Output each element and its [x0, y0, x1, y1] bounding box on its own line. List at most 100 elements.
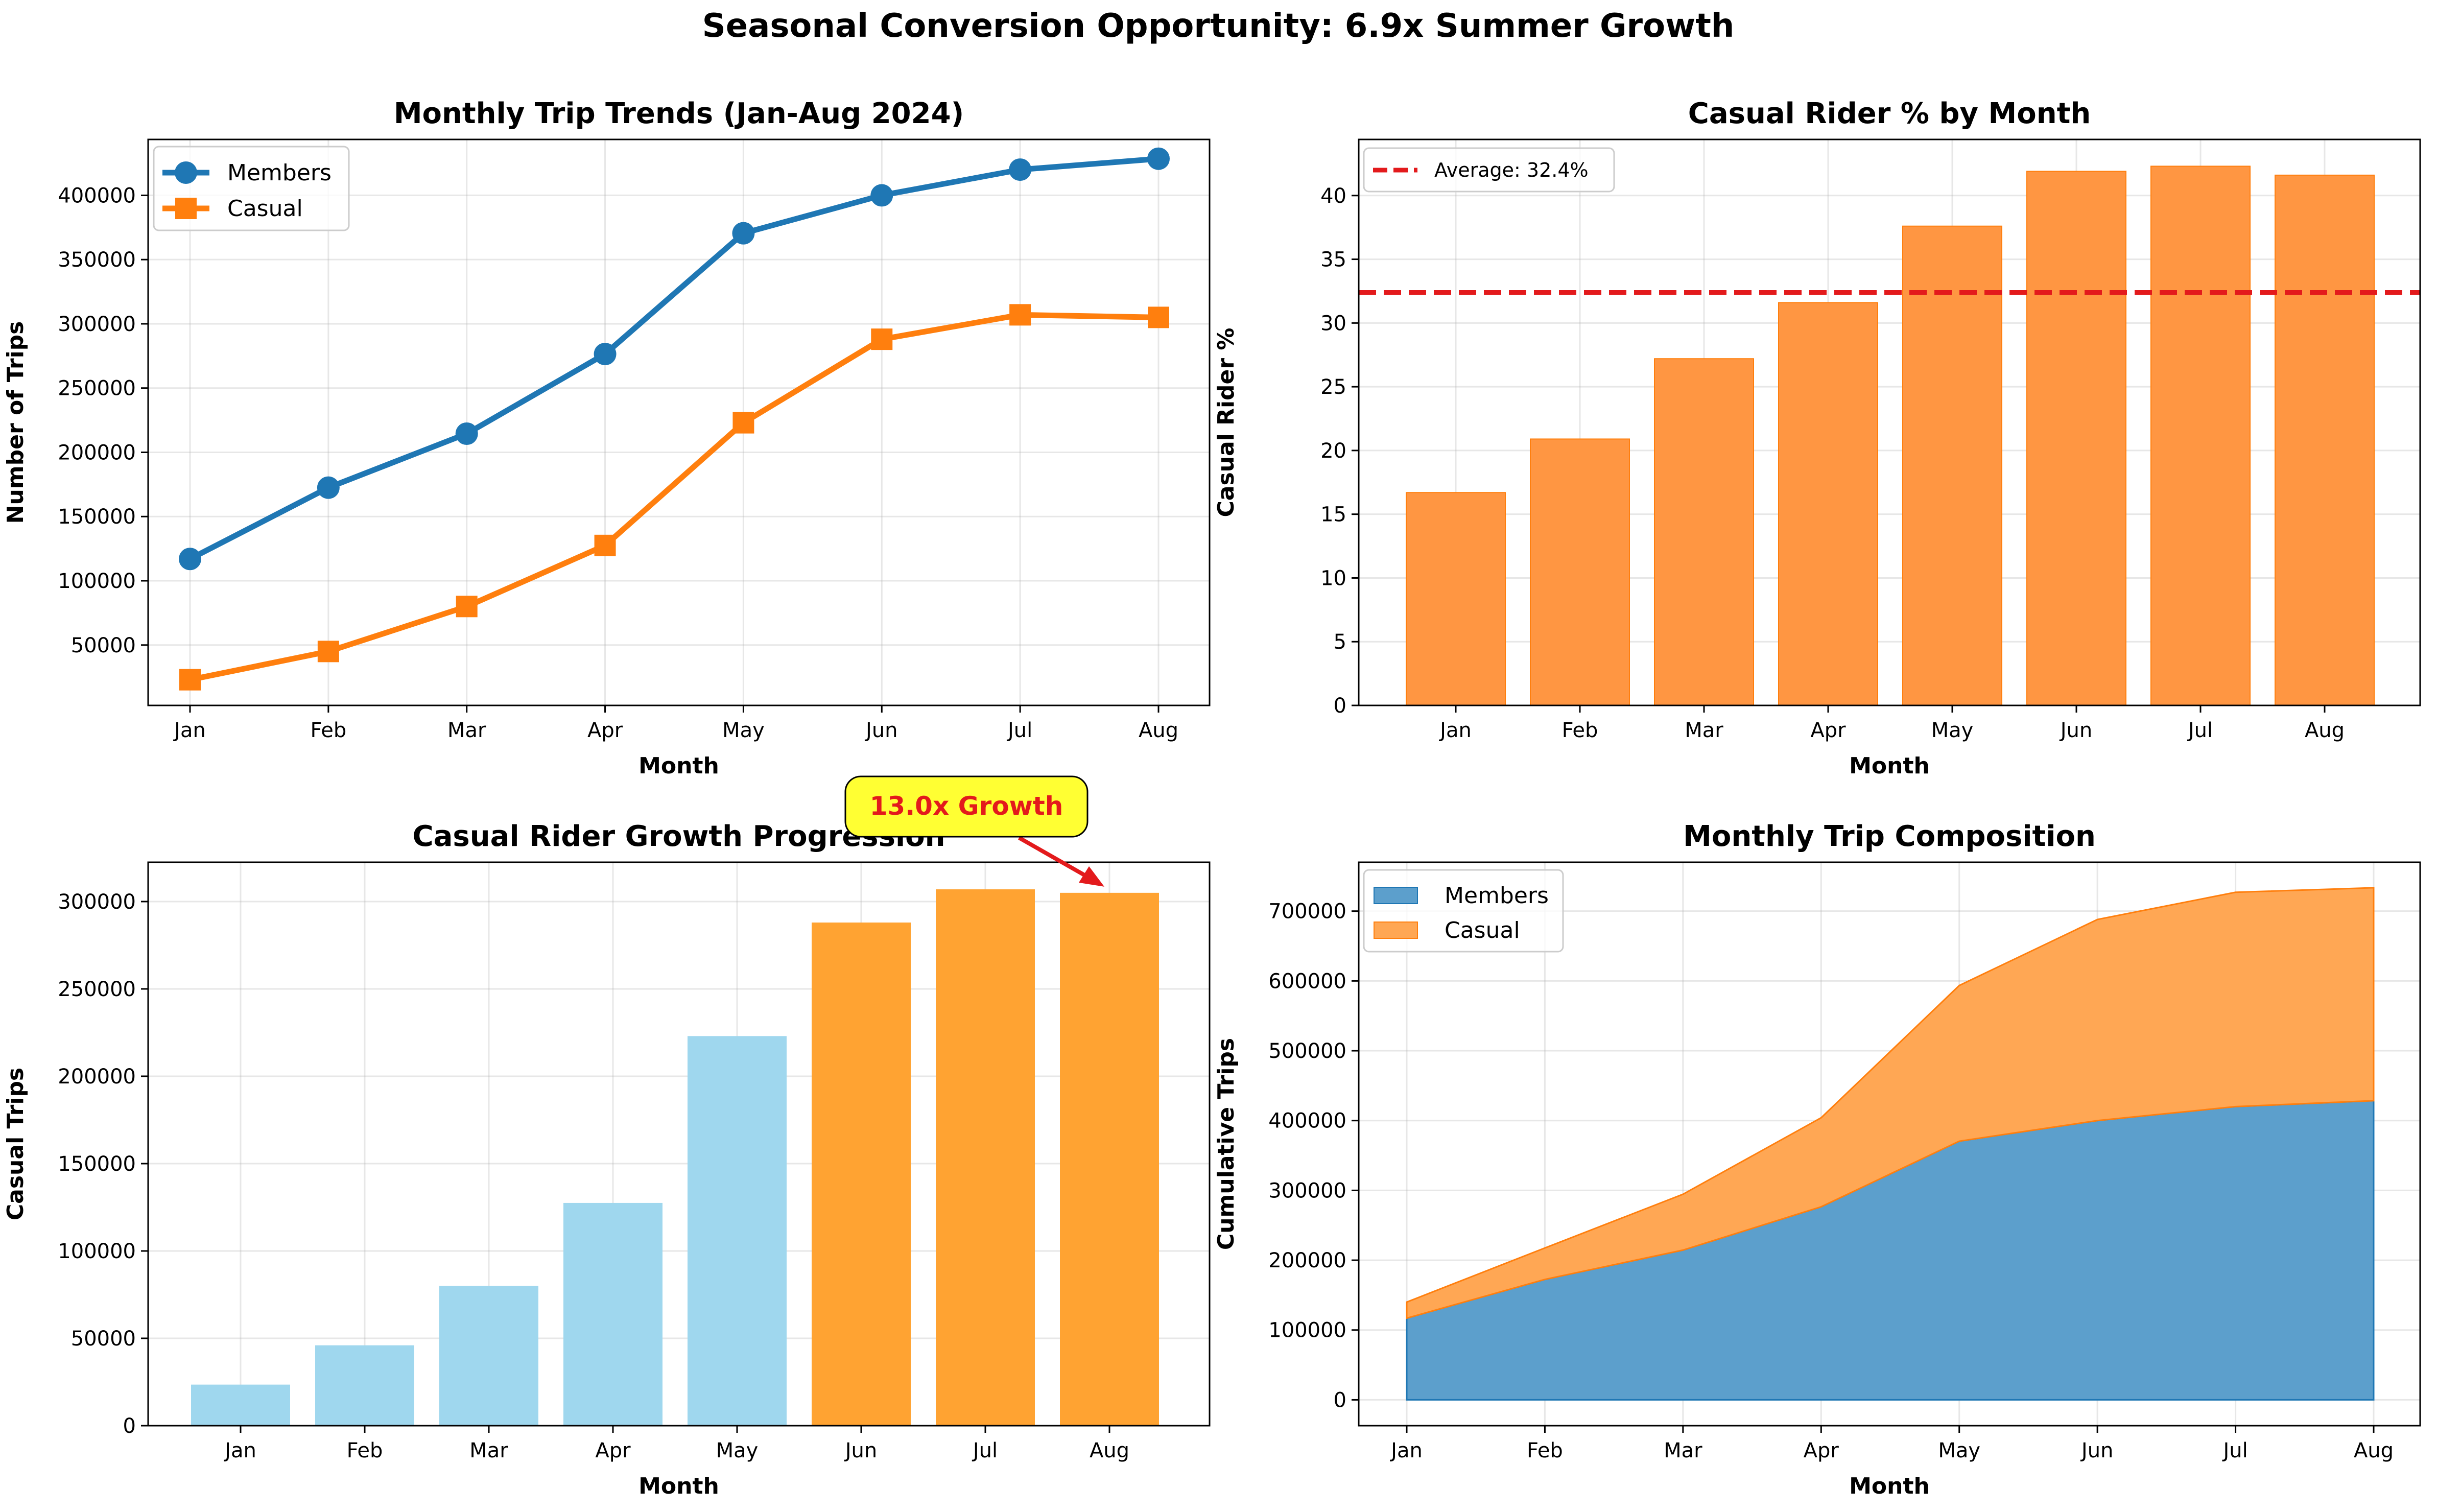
x-tick-label: Feb	[310, 719, 346, 742]
legend-swatch	[1374, 887, 1418, 904]
y-tick-label: 0	[1334, 694, 1346, 718]
bars	[1406, 166, 2375, 706]
y-axis-label: Number of Trips	[3, 321, 29, 524]
x-tick-label: Feb	[1562, 719, 1598, 742]
annotation-text: 13.0x Growth	[870, 791, 1063, 821]
data-point	[871, 328, 893, 350]
y-tick-label: 500000	[1268, 1040, 1346, 1063]
chart-trends: 50000 100000 150000 200000 250000 300000 35000…	[3, 97, 1211, 779]
x-tick-label: Feb	[1527, 1439, 1563, 1462]
bar	[1530, 438, 1630, 706]
x-tick-label: Jun	[864, 719, 898, 742]
bar	[1778, 302, 1878, 706]
charts-layer: 5000010000015000020000025000030000035000…	[3, 97, 2421, 1499]
x-tick-label: Apr	[595, 1439, 631, 1462]
y-tick-label: 20	[1320, 439, 1346, 463]
legend: Members Casual	[153, 146, 350, 231]
series-line	[188, 156, 1159, 562]
x-axis-label: Month	[1849, 753, 1930, 779]
y-tick-label: 25	[1320, 375, 1346, 399]
bar	[1060, 892, 1159, 1426]
series-line	[189, 312, 1159, 683]
y-tick-label: 600000	[1268, 970, 1346, 993]
annotation-box	[844, 775, 1089, 838]
x-tick-label: Jun	[2080, 1439, 2114, 1462]
data-point	[594, 343, 617, 366]
x-tick-label: Jul	[2187, 719, 2213, 742]
y-tick-label: 300000	[58, 313, 136, 336]
growth-annotation: 13.0x Growth	[844, 775, 1104, 887]
legend: Members Casual	[1363, 869, 1564, 953]
legend-label: Casual	[227, 196, 303, 222]
axes-frame	[1358, 861, 2421, 1427]
x-tick-label: Jan	[223, 1439, 256, 1462]
data-point	[456, 596, 478, 618]
axes-frame	[147, 861, 1211, 1427]
y-tick-label: 200000	[1268, 1249, 1346, 1272]
x-tick-label: Jun	[2059, 719, 2093, 742]
data-point	[594, 534, 616, 556]
figure-title: Seasonal Conversion Opportunity: 6.9x Su…	[702, 7, 1735, 45]
x-tick-label: Apr	[1804, 1439, 1839, 1462]
y-tick-label: 200000	[58, 441, 136, 464]
data-point	[870, 184, 893, 207]
bar	[191, 1384, 290, 1426]
bar	[812, 922, 911, 1426]
x-tick-label: May	[716, 1439, 759, 1462]
series-members	[179, 147, 1170, 571]
x-tick-label: Aug	[2305, 719, 2345, 742]
data-point	[1009, 158, 1032, 181]
y-tick-label: 250000	[58, 377, 136, 400]
y-tick-label: 300000	[1268, 1179, 1346, 1202]
data-point	[455, 422, 478, 445]
y-tick-label: 300000	[58, 890, 136, 914]
y-tick-label: 400000	[1268, 1109, 1346, 1133]
y-tick-label: 35	[1320, 248, 1346, 272]
data-point	[179, 669, 201, 691]
y-tick-label: 0	[123, 1414, 136, 1438]
x-tick-label: Jan	[1438, 719, 1472, 742]
chart-casual_pct: 0 5 10 15 20 25 30 35 40 Jan Feb Mar Apr May Jun Jul Aug…	[1213, 97, 2421, 779]
y-tick-label: 15	[1320, 503, 1346, 527]
legend-swatch	[1374, 922, 1418, 939]
data-point	[179, 548, 201, 571]
y-tick-label: 400000	[58, 184, 136, 207]
x-tick-label: Aug	[1090, 1439, 1129, 1462]
x-axis-label: Month	[638, 753, 719, 779]
y-tick-label: 100000	[58, 570, 136, 593]
annotation-arrow-shaft	[1018, 836, 1095, 883]
y-tick-label: 700000	[1268, 900, 1346, 924]
data-point	[317, 641, 339, 663]
bar	[563, 1202, 663, 1426]
y-axis-label: Casual Trips	[3, 1068, 29, 1220]
y-tick-label: 10	[1320, 566, 1346, 590]
y-tick-label: 50000	[71, 634, 136, 657]
bar	[2150, 166, 2251, 706]
x-tick-label: Jan	[173, 719, 206, 742]
y-tick-label: 30	[1320, 312, 1346, 335]
x-tick-label: May	[1931, 719, 1974, 742]
x-tick-label: Jul	[1006, 719, 1032, 742]
bar	[2275, 174, 2375, 706]
legend-marker	[175, 161, 197, 184]
x-tick-label: Jan	[1389, 1439, 1423, 1462]
legend-label: Members	[1445, 883, 1549, 909]
axes-frame	[1358, 138, 2421, 706]
legend-box	[1363, 147, 1615, 193]
axes-frame	[147, 138, 1211, 706]
chart-title: Monthly Trip Composition	[1683, 820, 2096, 853]
y-tick-label: 100000	[58, 1240, 136, 1263]
data-point	[1009, 304, 1031, 326]
legend-marker	[175, 198, 197, 219]
x-tick-label: May	[722, 719, 765, 742]
x-tick-label: Mar	[1664, 1439, 1702, 1462]
data-point	[1148, 306, 1169, 328]
data-point	[1147, 147, 1170, 170]
legend-label: Casual	[1445, 917, 1520, 943]
bar	[936, 889, 1035, 1426]
x-tick-label: May	[1938, 1439, 1980, 1462]
chart-composition: 0 100000 200000 300000 400000 500000 600000 700…	[1213, 820, 2421, 1499]
x-tick-label: Feb	[347, 1439, 383, 1462]
